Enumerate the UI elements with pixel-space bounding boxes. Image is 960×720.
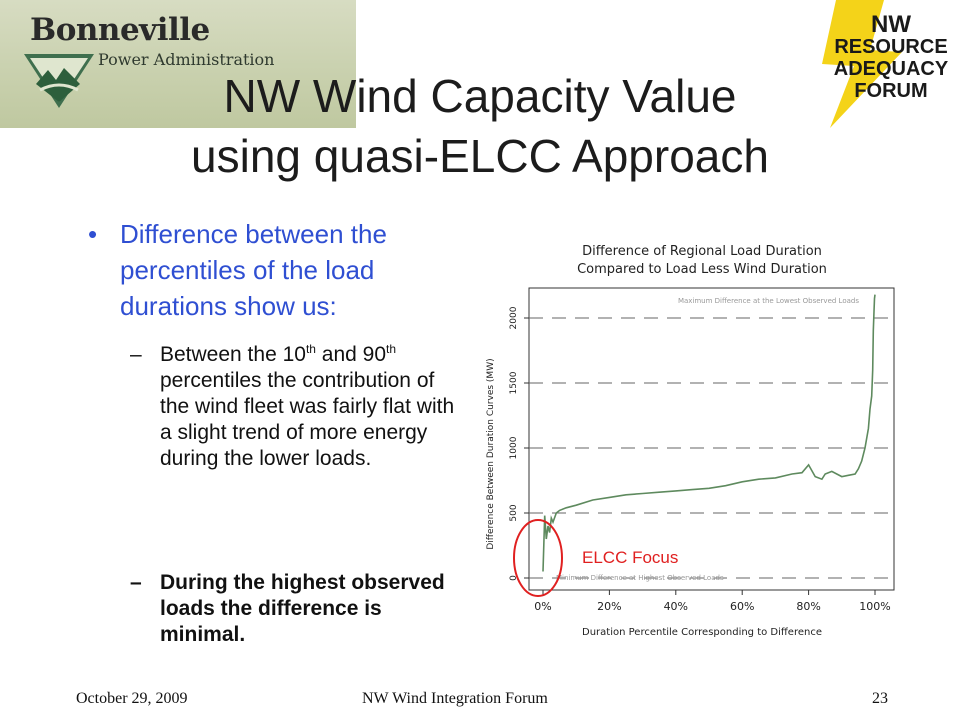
x-tick-label: 0% xyxy=(534,600,551,613)
plot-frame xyxy=(528,287,895,591)
x-tick-label: 60% xyxy=(730,600,754,613)
sub1-text-part: Between the 10 xyxy=(160,343,306,366)
y-tick-label: 1500 xyxy=(509,371,519,394)
grid-lines xyxy=(529,317,894,579)
chart-title-line-1: Difference of Regional Load Duration xyxy=(582,244,822,259)
sub-bullet-2-text: During the highest observed loads the di… xyxy=(160,571,445,646)
chart-title-line-2: Compared to Load Less Wind Duration xyxy=(577,262,827,277)
x-tick-label: 100% xyxy=(859,600,890,613)
x-axis-label: Duration Percentile Corresponding to Dif… xyxy=(582,627,822,638)
main-bullet-text: Difference between the percentiles of th… xyxy=(120,219,387,321)
y-tick-label: 0 xyxy=(509,575,519,581)
x-tick-label: 80% xyxy=(796,600,820,613)
sub1-superscript: th xyxy=(305,342,316,356)
sub-bullet-1-text: Between the 10th and 90th percentiles th… xyxy=(160,342,460,472)
bullet-dot-icon: • xyxy=(88,219,98,249)
bpa-logo: Bonneville Power Administration xyxy=(0,0,356,128)
max-difference-note: Maximum Difference at the Lowest Observe… xyxy=(678,297,859,305)
y-tick-label: 2000 xyxy=(509,306,519,329)
bpa-logo-name: Bonneville xyxy=(30,12,210,48)
x-tick-label: 20% xyxy=(597,600,621,613)
footer-date: October 29, 2009 xyxy=(76,690,188,707)
x-tick-label: 40% xyxy=(664,600,688,613)
x-axis-ticks: 0% 20% 40% 60% 80% 100% xyxy=(534,590,891,613)
slide-title: NW Wind Capacity Value using quasi-ELCC … xyxy=(90,66,870,186)
nw-forum-logo-text: NW RESOURCE ADEQUACY FORUM xyxy=(826,11,956,103)
footer-page-number: 23 xyxy=(872,690,888,707)
lightning-bolt-icon xyxy=(822,0,902,128)
slide-title-line-2: using quasi-ELCC Approach xyxy=(191,130,769,182)
dash-icon: – xyxy=(130,571,142,594)
elcc-focus-label: ELCC Focus xyxy=(582,548,678,567)
nw-logo-line: NW xyxy=(871,11,911,38)
footer-event: NW Wind Integration Forum xyxy=(362,690,548,707)
nw-logo-line: FORUM xyxy=(854,80,928,102)
y-tick-label: 500 xyxy=(509,504,519,521)
elcc-focus-circle xyxy=(513,519,563,597)
slide-title-line-1: NW Wind Capacity Value xyxy=(223,70,737,122)
sub1-text-part: percentiles the contribution of the wind… xyxy=(160,369,455,470)
nw-logo-line: RESOURCE xyxy=(834,36,948,58)
bpa-mountain-emblem-icon xyxy=(24,54,94,108)
nw-logo-line: ADEQUACY xyxy=(833,58,949,80)
y-tick-label: 1000 xyxy=(509,436,519,459)
sub1-superscript: th xyxy=(386,342,397,356)
bpa-logo-subtitle: Power Administration xyxy=(98,50,275,69)
load-duration-difference-chart: Difference of Regional Load Duration Com… xyxy=(486,244,895,638)
series-line xyxy=(542,294,876,572)
sub1-text-part: and 90 xyxy=(315,343,387,366)
y-axis-ticks: 0 500 1000 1500 2000 xyxy=(509,306,529,581)
y-axis-label: Difference Between Duration Curves (MW) xyxy=(486,358,496,549)
min-difference-note: Minimum Difference at Highest Observed L… xyxy=(556,574,724,582)
dash-icon: – xyxy=(130,343,142,366)
